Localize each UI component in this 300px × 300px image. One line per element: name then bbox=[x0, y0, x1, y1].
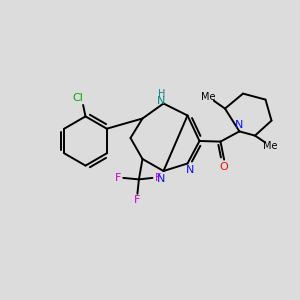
Text: N: N bbox=[157, 96, 166, 106]
Text: Me: Me bbox=[201, 92, 216, 102]
Text: F: F bbox=[154, 173, 161, 183]
Text: F: F bbox=[134, 195, 141, 206]
Text: N: N bbox=[235, 120, 244, 130]
Text: Cl: Cl bbox=[73, 93, 83, 103]
Text: N: N bbox=[157, 173, 166, 184]
Text: Me: Me bbox=[263, 141, 278, 151]
Text: O: O bbox=[220, 162, 229, 172]
Text: H: H bbox=[158, 89, 165, 99]
Text: F: F bbox=[115, 173, 121, 183]
Text: N: N bbox=[185, 165, 194, 175]
